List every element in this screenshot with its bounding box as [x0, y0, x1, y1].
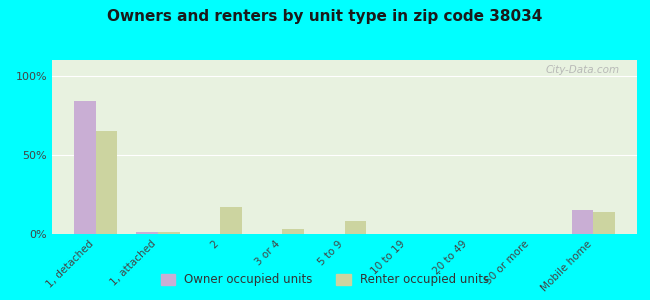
Legend: Owner occupied units, Renter occupied units: Owner occupied units, Renter occupied un…: [156, 269, 494, 291]
Bar: [282, 229, 304, 234]
Bar: [571, 210, 593, 234]
Bar: [74, 101, 96, 234]
Bar: [96, 131, 118, 234]
Bar: [593, 212, 615, 234]
Bar: [136, 232, 158, 234]
Text: City-Data.com: City-Data.com: [545, 65, 619, 75]
Text: Owners and renters by unit type in zip code 38034: Owners and renters by unit type in zip c…: [107, 9, 543, 24]
Bar: [344, 221, 367, 234]
Bar: [220, 207, 242, 234]
Bar: [158, 232, 179, 234]
